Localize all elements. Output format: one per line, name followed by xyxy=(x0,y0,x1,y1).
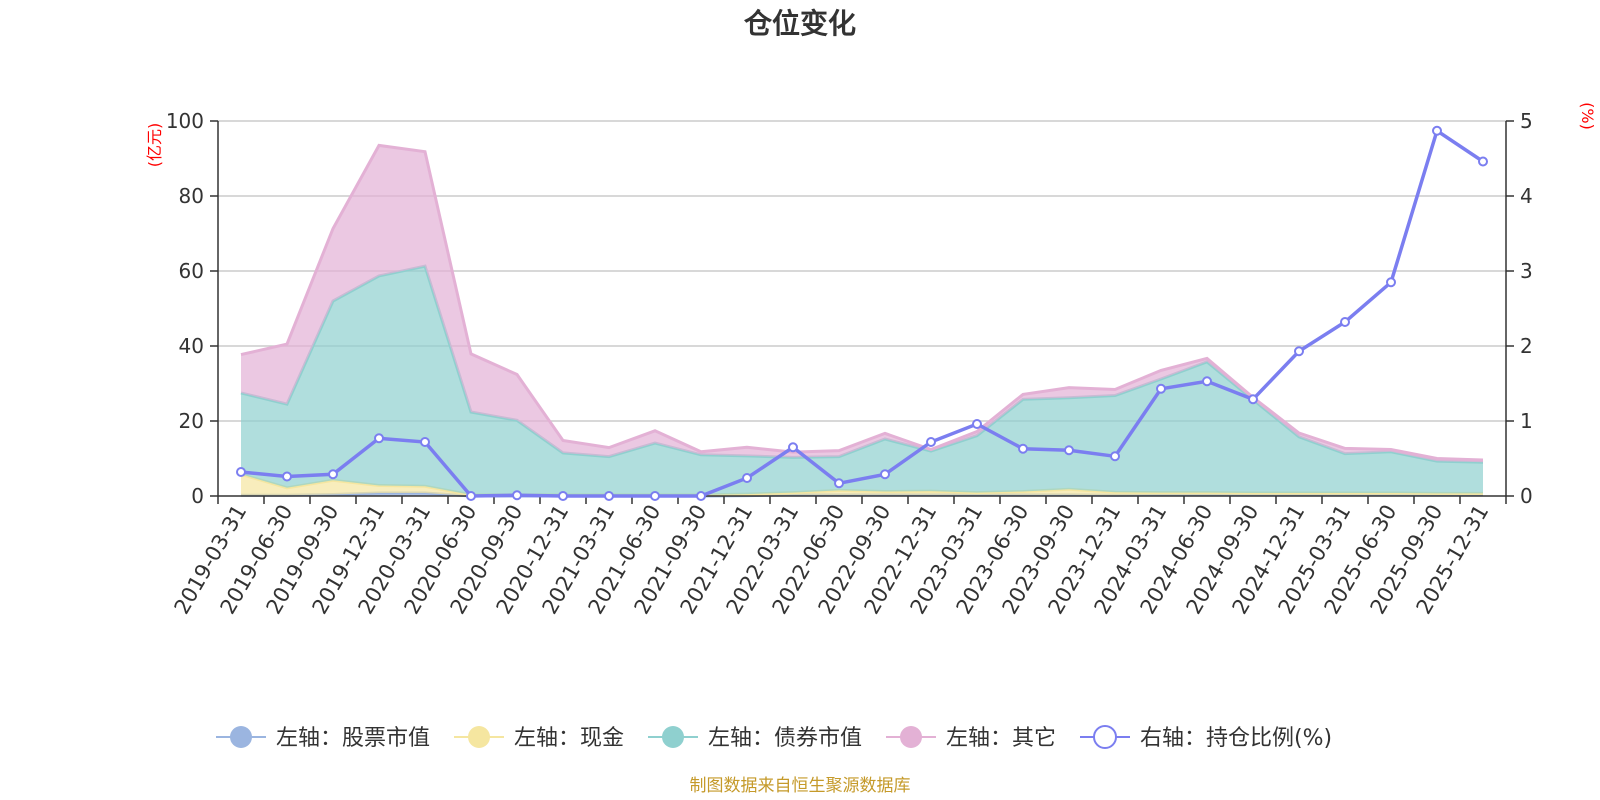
right-tick-label: 0 xyxy=(1520,484,1533,508)
line-point xyxy=(650,491,660,501)
legend: 左轴：股票市值 左轴：现金 左轴：债券市值 左轴：其它 右轴：持仓比例(%) xyxy=(216,725,1332,751)
line-point xyxy=(1386,277,1396,288)
x-axis: 2019-03-312019-06-302019-09-302019-12-31… xyxy=(170,496,1507,618)
right-tick-label: 3 xyxy=(1520,259,1533,283)
left-y-axis: 0 20 40 60 80 100 xyxy=(166,109,218,508)
line-point xyxy=(328,469,338,480)
left-tick-label: 80 xyxy=(179,184,204,208)
legend-item: 右轴：持仓比例(%) xyxy=(1080,725,1332,751)
legend-item: 左轴：债券市值 xyxy=(648,726,862,751)
line-右轴：持仓比例(%) xyxy=(240,128,1484,498)
line-point xyxy=(788,442,798,453)
left-tick-label: 100 xyxy=(166,109,204,133)
line-point xyxy=(880,469,890,480)
line-point xyxy=(1110,451,1120,462)
area-左轴：其它 xyxy=(241,145,1483,463)
left-tick-label: 40 xyxy=(179,334,204,358)
line-point xyxy=(1340,317,1350,327)
left-tick-label: 0 xyxy=(191,484,204,508)
line-point xyxy=(1018,443,1028,454)
legend-item: 左轴：其它 xyxy=(886,726,1056,751)
legend-marker xyxy=(1093,725,1117,749)
right-axis-unit: (%) xyxy=(1578,102,1597,130)
legend-label: 左轴：股票市值 xyxy=(276,726,430,751)
line-point xyxy=(1156,383,1166,394)
legend-item: 左轴：股票市值 xyxy=(216,726,430,751)
line-point xyxy=(558,491,568,501)
left-tick-label: 60 xyxy=(179,259,204,283)
left-tick-label: 20 xyxy=(179,409,204,433)
line-point xyxy=(236,467,246,477)
left-axis-unit: (亿元) xyxy=(145,123,164,168)
line-series xyxy=(236,125,1488,501)
line-point xyxy=(512,490,522,501)
legend-marker xyxy=(468,726,490,748)
legend-item: 左轴：现金 xyxy=(454,726,624,751)
line-point xyxy=(604,491,614,501)
line-point xyxy=(466,491,476,501)
line-point xyxy=(282,471,292,482)
right-tick-label: 4 xyxy=(1520,184,1533,208)
data-source-note: 制图数据来自恒生聚源数据库 xyxy=(690,776,911,796)
legend-marker xyxy=(900,726,922,748)
line-point xyxy=(1064,445,1074,456)
line-point xyxy=(972,419,982,429)
legend-marker xyxy=(230,726,252,748)
right-tick-label: 1 xyxy=(1520,409,1533,433)
line-point xyxy=(1248,394,1258,405)
line-point xyxy=(834,478,844,489)
line-point xyxy=(1478,156,1488,167)
legend-marker xyxy=(662,726,684,748)
line-point xyxy=(1432,125,1442,136)
right-tick-label: 5 xyxy=(1520,109,1533,133)
chart-title: 仓位变化 xyxy=(744,7,856,40)
line-point xyxy=(742,473,752,483)
legend-label: 左轴：其它 xyxy=(946,726,1056,751)
line-point xyxy=(420,437,430,447)
line-point xyxy=(1202,376,1212,387)
area-左轴：债券市值 xyxy=(241,266,1483,495)
legend-label: 左轴：现金 xyxy=(514,726,624,751)
area-edge-左轴：其它 xyxy=(240,143,1484,462)
line-point xyxy=(926,437,936,447)
line-point xyxy=(1294,346,1304,357)
line-point xyxy=(374,433,384,444)
legend-label: 左轴：债券市值 xyxy=(708,726,862,751)
right-tick-label: 2 xyxy=(1520,334,1533,358)
line-point xyxy=(696,491,706,501)
legend-label: 右轴：持仓比例(%) xyxy=(1140,726,1332,751)
right-y-axis: 0 1 2 3 4 5 xyxy=(1506,109,1533,508)
